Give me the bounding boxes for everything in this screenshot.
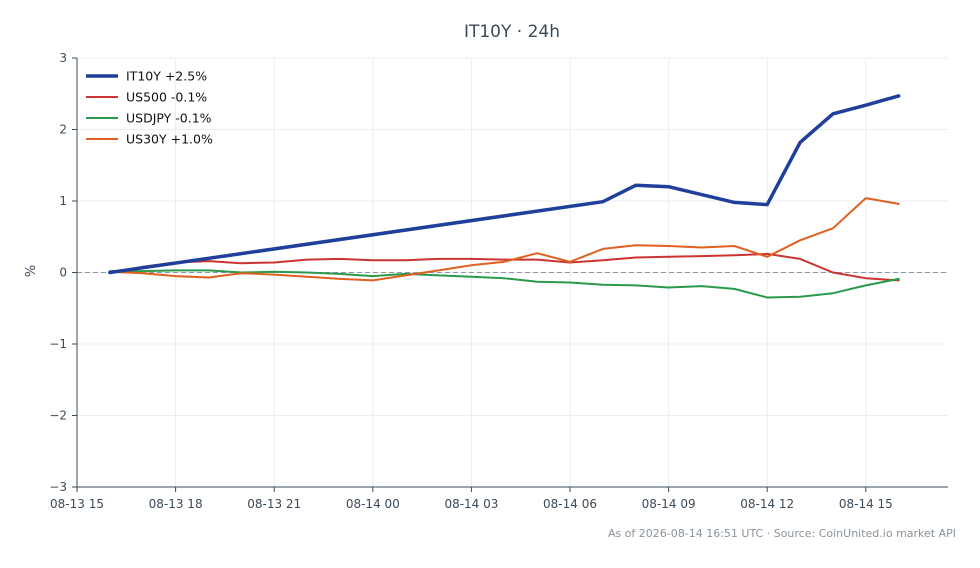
legend-label-3: US30Y +1.0% bbox=[126, 132, 213, 147]
series-line-1 bbox=[108, 252, 900, 282]
x-tick-label-3: 08-14 00 bbox=[346, 497, 400, 511]
footer-source-note: As of 2026-08-14 16:51 UTC · Source: Coi… bbox=[608, 527, 956, 540]
x-tick-label-8: 08-14 15 bbox=[839, 497, 893, 511]
x-tick-label-2: 08-13 21 bbox=[247, 497, 301, 511]
x-tick-label-0: 08-13 15 bbox=[50, 497, 104, 511]
legend-label-1: US500 -0.1% bbox=[126, 90, 207, 105]
y-tick-label-4: −1 bbox=[49, 337, 67, 351]
y-tick-label-3: 0 bbox=[59, 266, 67, 280]
x-tick-label-1: 08-13 18 bbox=[149, 497, 203, 511]
x-tick-label-7: 08-14 12 bbox=[740, 497, 794, 511]
axis-layer: 3 2 1 0 −1 −2 −3 08-13 15 08-13 18 08-13 21 08-14 … bbox=[49, 51, 948, 511]
legend-label-0: IT10Y +2.5% bbox=[126, 69, 207, 84]
legend-label-2: USDJPY -0.1% bbox=[126, 111, 212, 126]
series-layer bbox=[108, 94, 901, 299]
y-tick-label-2: 1 bbox=[59, 194, 67, 208]
x-tick-label-6: 08-14 09 bbox=[642, 497, 696, 511]
y-tick-label-5: −2 bbox=[49, 409, 67, 423]
y-tick-label-1: 2 bbox=[59, 123, 67, 137]
chart-title: IT10Y · 24h bbox=[464, 22, 560, 42]
y-axis-label: % bbox=[24, 265, 39, 277]
y-tick-label-6: −3 bbox=[49, 480, 67, 494]
legend: IT10Y +2.5% US500 -0.1% USDJPY -0.1% US30Y … bbox=[86, 69, 213, 147]
series-line-3 bbox=[108, 197, 900, 282]
y-tick-label-0: 3 bbox=[59, 51, 67, 65]
grid-layer bbox=[76, 57, 948, 488]
series-line-0 bbox=[108, 94, 901, 275]
x-tick-label-5: 08-14 06 bbox=[543, 497, 597, 511]
x-tick-label-4: 08-14 03 bbox=[444, 497, 498, 511]
